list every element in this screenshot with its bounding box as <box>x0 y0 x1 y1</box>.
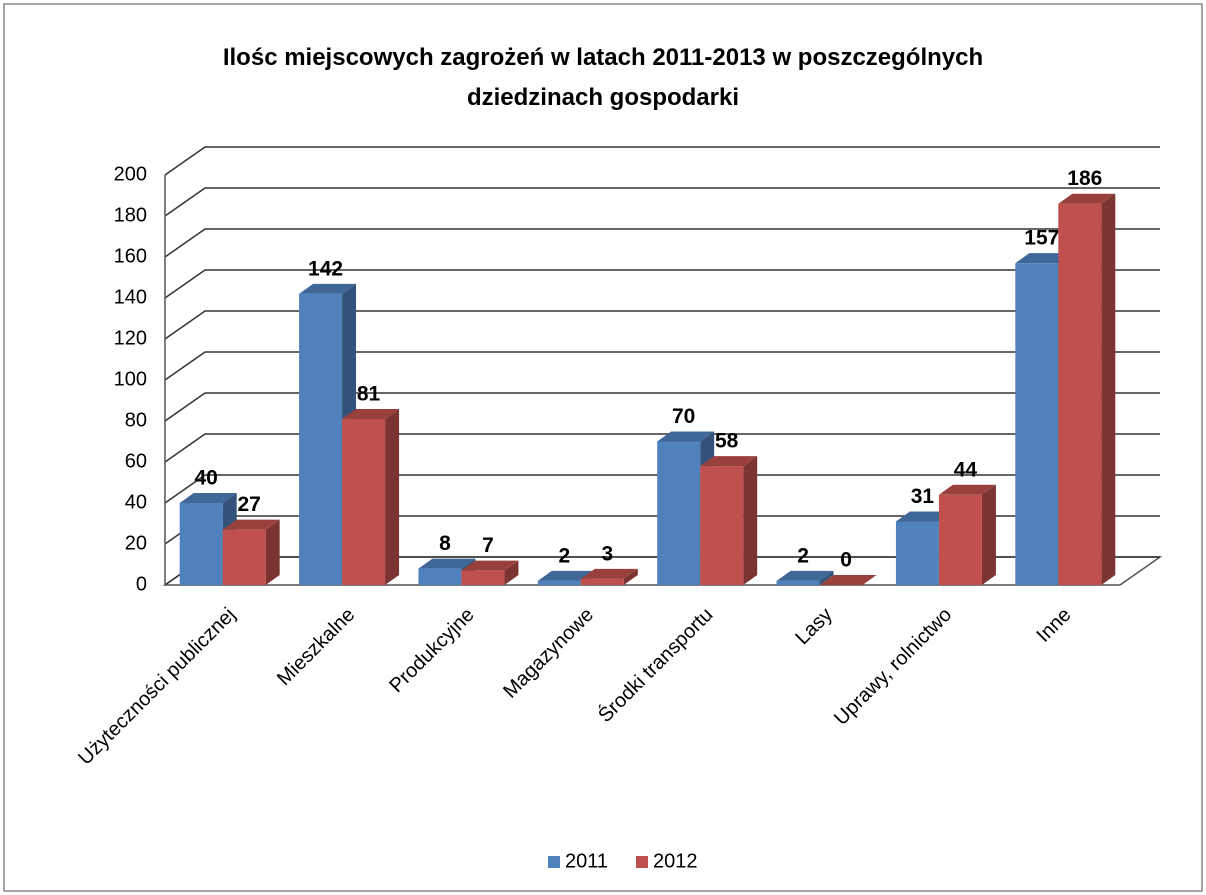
y-tick-label: 80 <box>125 409 147 431</box>
bar-top <box>776 570 834 581</box>
legend-label: 2011 <box>565 850 608 872</box>
bar <box>1015 263 1059 585</box>
bar-top <box>179 493 237 503</box>
y-tick-label: 0 <box>136 573 147 595</box>
data-label: 186 <box>1067 167 1102 190</box>
bar-top <box>700 456 758 467</box>
data-label: 44 <box>954 458 978 481</box>
bar <box>700 466 744 585</box>
bar-top <box>1015 253 1073 264</box>
data-label: 7 <box>482 534 494 557</box>
bar-side <box>265 519 280 585</box>
y-tick-label: 60 <box>125 450 147 472</box>
bar-side <box>1101 193 1116 585</box>
legend-label: 2012 <box>653 850 698 872</box>
bar-top <box>580 568 638 579</box>
data-label: 157 <box>1024 227 1059 250</box>
bar <box>537 580 581 585</box>
data-label: 2 <box>797 544 809 567</box>
grid-line <box>164 474 1160 504</box>
bar-side <box>981 484 996 585</box>
data-label: 40 <box>195 467 218 490</box>
bar-top <box>895 511 953 522</box>
bar <box>938 494 982 585</box>
bar-top <box>299 283 357 294</box>
grid-line <box>164 269 1160 299</box>
data-label: 8 <box>439 532 451 555</box>
bar-side <box>623 568 638 585</box>
grid-line <box>164 310 1160 340</box>
bar <box>222 529 266 585</box>
data-label: 58 <box>715 430 739 453</box>
bar <box>776 580 820 585</box>
data-label: 0 <box>840 549 852 572</box>
bar-top <box>342 408 400 419</box>
chart-title: Ilośc miejscowych zagrożeń w latach 2011… <box>222 44 984 111</box>
grid-line <box>164 433 1160 463</box>
grid-line <box>164 351 1160 381</box>
grid-line <box>164 146 1160 176</box>
bar <box>895 521 939 585</box>
y-tick-label: 120 <box>114 327 147 349</box>
y-tick-label: 100 <box>114 368 147 390</box>
bar-side <box>819 570 834 585</box>
bar <box>179 503 223 585</box>
data-label: 142 <box>308 257 343 280</box>
chart-border <box>3 3 1203 892</box>
bar-side <box>385 408 400 585</box>
bar-top <box>938 484 996 495</box>
bar-top <box>461 560 519 571</box>
bar-top <box>418 558 476 569</box>
data-label: 70 <box>672 405 695 428</box>
legend-swatch <box>548 856 560 868</box>
grid-line <box>164 187 1160 217</box>
bar-top <box>657 431 715 442</box>
y-tick-label: 200 <box>114 163 147 185</box>
data-label: 3 <box>601 542 613 565</box>
bar <box>461 570 505 585</box>
y-tick-label: 40 <box>125 491 147 513</box>
data-label: 81 <box>357 382 381 405</box>
bar <box>342 418 386 585</box>
bar <box>657 441 701 585</box>
data-label: 27 <box>238 493 261 516</box>
bar <box>580 578 624 585</box>
bar <box>299 293 343 585</box>
data-label: 2 <box>558 544 570 567</box>
bar-top <box>819 575 877 585</box>
data-label: 31 <box>911 485 935 508</box>
bar-top <box>537 570 595 581</box>
bar-top <box>1058 193 1116 204</box>
legend-swatch <box>636 856 648 868</box>
bar-side <box>743 456 758 585</box>
y-tick-label: 20 <box>125 532 147 554</box>
bar-top <box>222 519 280 530</box>
grid-line <box>164 392 1160 422</box>
grid-line <box>164 228 1160 258</box>
y-tick-label: 160 <box>114 245 147 267</box>
y-tick-label: 140 <box>114 286 147 308</box>
bar <box>418 568 462 585</box>
bar <box>1058 203 1102 585</box>
y-tick-label: 180 <box>114 204 147 226</box>
bar-side <box>504 560 519 585</box>
